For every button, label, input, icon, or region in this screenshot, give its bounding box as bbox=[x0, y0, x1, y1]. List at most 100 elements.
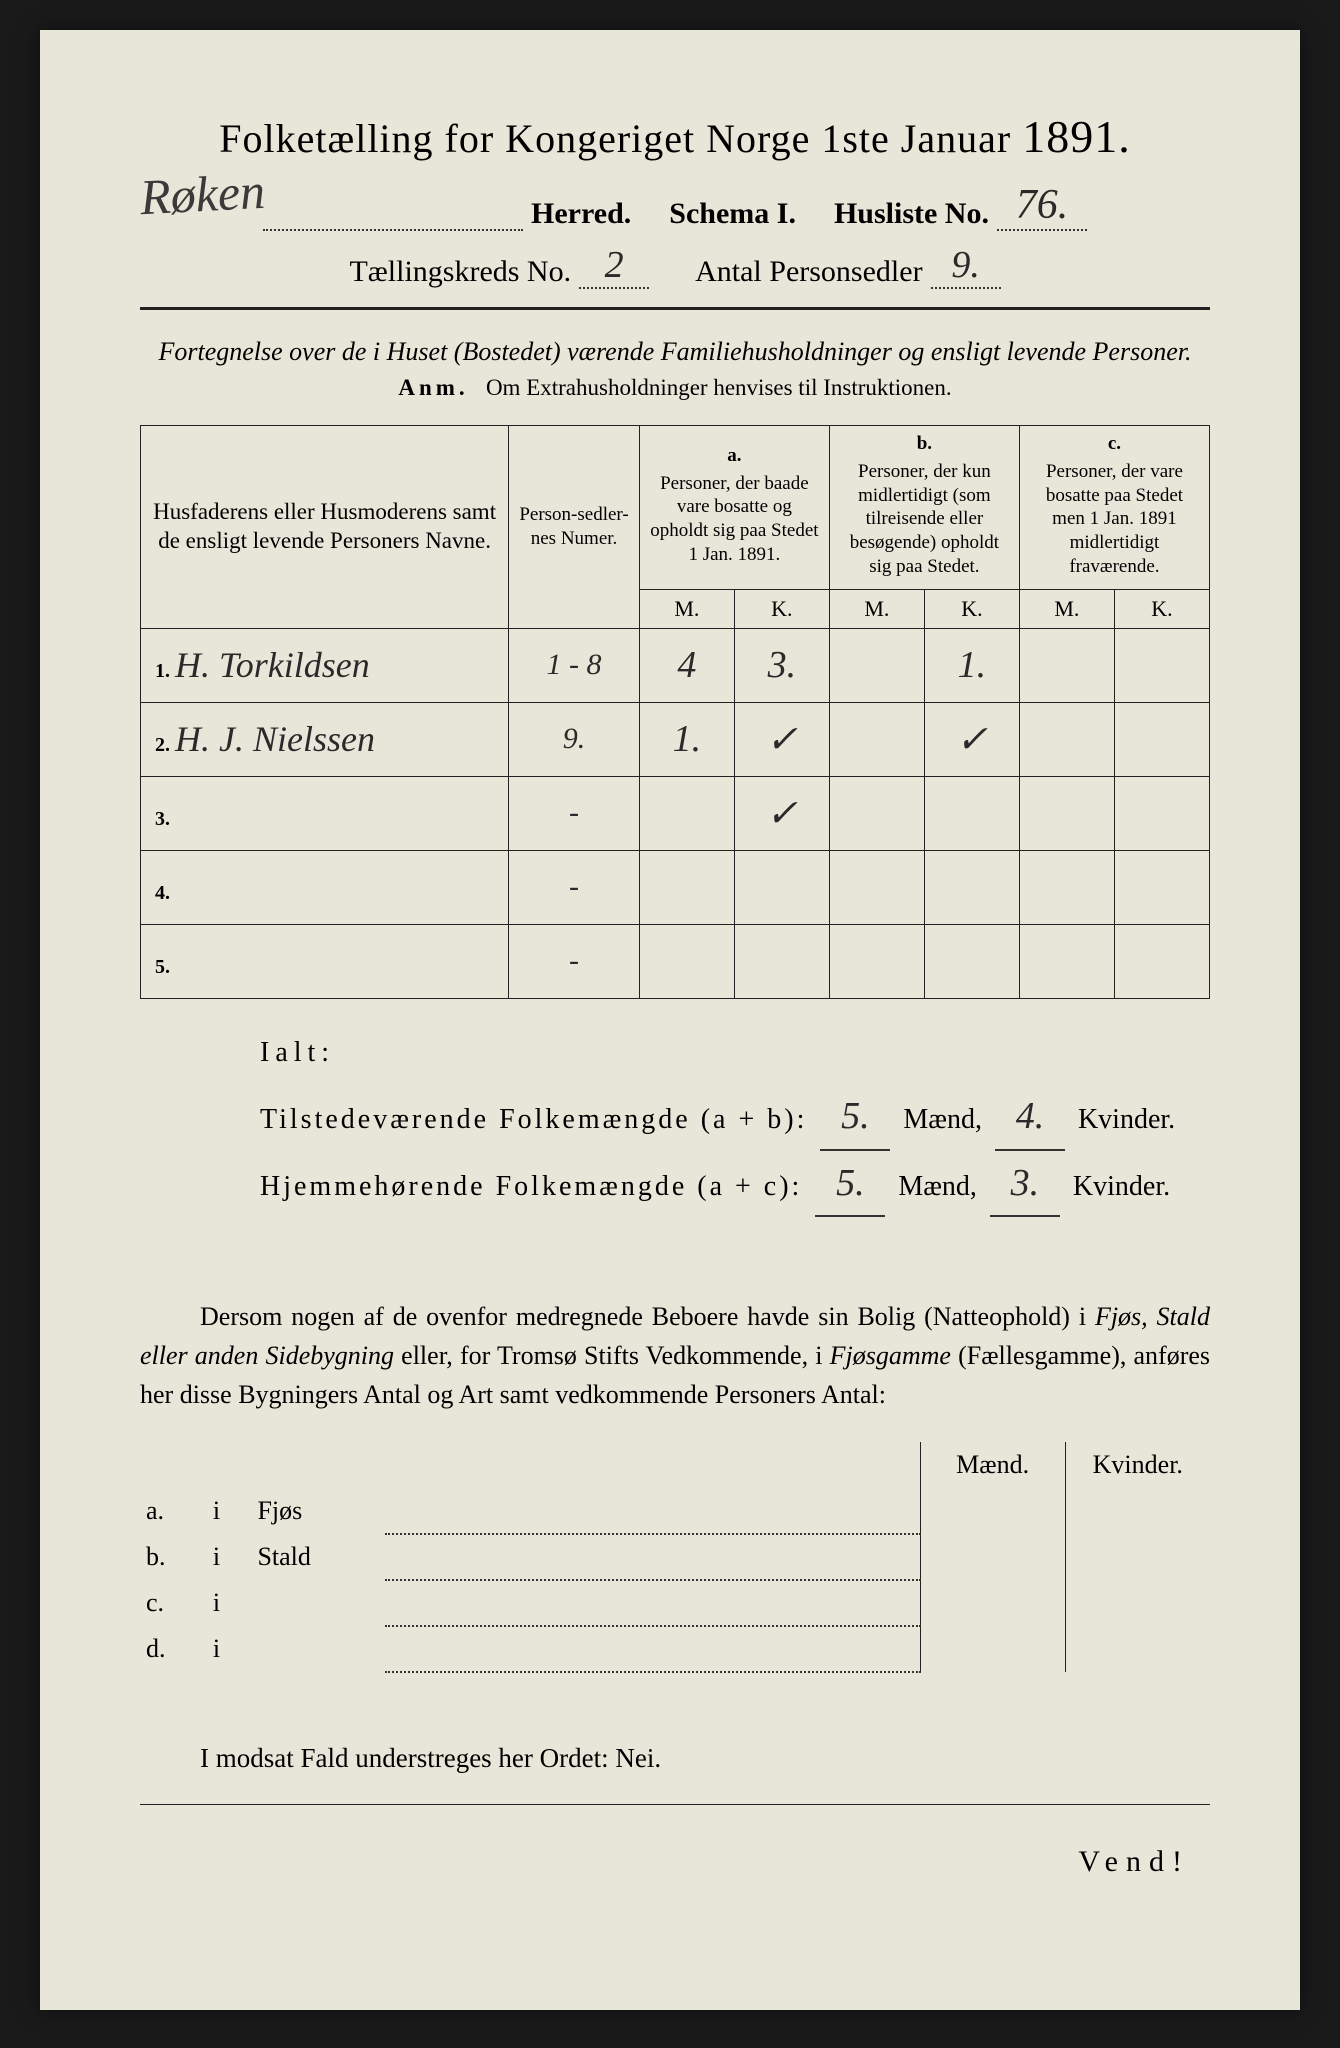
side-building-para: Dersom nogen af de ovenfor medregnede Be… bbox=[140, 1297, 1210, 1414]
side-dots bbox=[385, 1488, 920, 1534]
row-aM: 1. bbox=[639, 702, 734, 776]
row-num: - bbox=[509, 924, 640, 998]
side-kvinder-hdr: Kvinder. bbox=[1065, 1442, 1210, 1488]
side-k bbox=[1065, 1488, 1210, 1534]
row-bM bbox=[829, 850, 924, 924]
side-row: d.i bbox=[140, 1626, 1210, 1672]
side-a: b. bbox=[140, 1534, 207, 1580]
th-a-m: M. bbox=[639, 589, 734, 628]
hjemme-label: Hjemmehørende Folkemængde (a + c): bbox=[260, 1171, 802, 1202]
row-bK bbox=[924, 776, 1019, 850]
th-c: c. Personer, der vare bosatte paa Stedet… bbox=[1019, 426, 1209, 590]
maend-1: Mænd, bbox=[903, 1104, 982, 1135]
side-maend-hdr: Mænd. bbox=[920, 1442, 1065, 1488]
row-cM bbox=[1019, 776, 1114, 850]
divider bbox=[140, 307, 1210, 310]
row-cM bbox=[1019, 702, 1114, 776]
row-bK: ✓ bbox=[924, 702, 1019, 776]
totals-block: Ialt: Tilstedeværende Folkemængde (a + b… bbox=[140, 1029, 1210, 1218]
row-aK: ✓ bbox=[734, 702, 829, 776]
th-a-k: K. bbox=[734, 589, 829, 628]
side-a: c. bbox=[140, 1580, 207, 1626]
th-a-text: Personer, der baade vare bosatte og opho… bbox=[644, 468, 825, 571]
th-b: b. Personer, der kun midlertidigt (som t… bbox=[829, 426, 1019, 590]
row-aM bbox=[639, 776, 734, 850]
header-row-2: Tællingskreds No. 2 Antal Personsedler 9… bbox=[140, 243, 1210, 289]
row-cM bbox=[1019, 850, 1114, 924]
side-label bbox=[251, 1580, 385, 1626]
row-name: 1. H. Torkildsen bbox=[141, 628, 509, 702]
main-table: Husfaderens eller Husmoderens samt de en… bbox=[140, 425, 1210, 999]
th-b-text: Personer, der kun midlertidigt (som tilr… bbox=[834, 456, 1015, 583]
vend-label: Vend! bbox=[140, 1845, 1210, 1879]
side-dots bbox=[385, 1534, 920, 1580]
table-row: 4. - bbox=[141, 850, 1210, 924]
side-row: b.iStald bbox=[140, 1534, 1210, 1580]
row-num: - bbox=[509, 776, 640, 850]
schema-label: Schema I. bbox=[669, 197, 796, 231]
side-k bbox=[1065, 1626, 1210, 1672]
antal-label: Antal Personsedler bbox=[695, 255, 922, 289]
row-aK bbox=[734, 850, 829, 924]
th-b-label: b. bbox=[834, 432, 1015, 456]
kreds-label: Tællingskreds No. bbox=[349, 255, 571, 289]
th-a-label: a. bbox=[644, 444, 825, 468]
row-bK bbox=[924, 924, 1019, 998]
tilstede-label: Tilstedeværende Folkemængde (a + b): bbox=[260, 1104, 807, 1135]
side-k bbox=[1065, 1534, 1210, 1580]
side-i: i bbox=[207, 1626, 252, 1672]
tilstede-k: 4. bbox=[995, 1084, 1065, 1151]
table-row: 5. - bbox=[141, 924, 1210, 998]
row-bM bbox=[829, 924, 924, 998]
side-dots bbox=[385, 1580, 920, 1626]
hjemme-row: Hjemmehørende Folkemængde (a + c): 5. Mæ… bbox=[260, 1151, 1210, 1218]
th-c-text: Personer, der vare bosatte paa Stedet me… bbox=[1024, 456, 1205, 583]
th-b-k: K. bbox=[924, 589, 1019, 628]
tilstede-row: Tilstedeværende Folkemængde (a + b): 5. … bbox=[260, 1084, 1210, 1151]
th-b-m: M. bbox=[829, 589, 924, 628]
row-aM bbox=[639, 924, 734, 998]
row-cK bbox=[1114, 776, 1209, 850]
row-name: 3. bbox=[141, 776, 509, 850]
herred-label: Herred. bbox=[531, 197, 631, 231]
side-row: a.iFjøs bbox=[140, 1488, 1210, 1534]
maend-2: Mænd, bbox=[898, 1171, 977, 1202]
side-label: Fjøs bbox=[251, 1488, 385, 1534]
row-name: 2. H. J. Nielssen bbox=[141, 702, 509, 776]
census-form-paper: Røken Folketælling for Kongeriget Norge … bbox=[40, 30, 1300, 2010]
row-bK bbox=[924, 850, 1019, 924]
side-a: a. bbox=[140, 1488, 207, 1534]
row-aK: 3. bbox=[734, 628, 829, 702]
row-cK bbox=[1114, 628, 1209, 702]
side-a: d. bbox=[140, 1626, 207, 1672]
kvinder-2: Kvinder. bbox=[1073, 1171, 1170, 1202]
page-title: Folketælling for Kongeriget Norge 1ste J… bbox=[140, 110, 1210, 163]
th-c-label: c. bbox=[1024, 432, 1205, 456]
row-aK: ✓ bbox=[734, 776, 829, 850]
row-cM bbox=[1019, 924, 1114, 998]
row-bM bbox=[829, 628, 924, 702]
kvinder-1: Kvinder. bbox=[1078, 1104, 1175, 1135]
row-num: - bbox=[509, 850, 640, 924]
side-i: i bbox=[207, 1580, 252, 1626]
th-a: a. Personer, der baade vare bosatte og o… bbox=[639, 426, 829, 590]
row-name: 5. bbox=[141, 924, 509, 998]
row-name: 4. bbox=[141, 850, 509, 924]
th-c-k: K. bbox=[1114, 589, 1209, 628]
row-cK bbox=[1114, 924, 1209, 998]
hjemme-m: 5. bbox=[815, 1151, 885, 1218]
anm-label: Anm. bbox=[398, 375, 468, 400]
side-i: i bbox=[207, 1488, 252, 1534]
antal-value: 9. bbox=[931, 243, 1001, 289]
kreds-value: 2 bbox=[579, 243, 649, 289]
side-m bbox=[920, 1580, 1065, 1626]
modsat-line: I modsat Fald understreges her Ordet: Ne… bbox=[140, 1743, 1210, 1774]
table-row: 2. H. J. Nielssen9.1.✓✓ bbox=[141, 702, 1210, 776]
para-t2: eller, for Tromsø Stifts Vedkommende, i bbox=[394, 1341, 830, 1370]
fortegnelse-text: Fortegnelse over de i Huset (Bostedet) v… bbox=[140, 334, 1210, 369]
side-m bbox=[920, 1534, 1065, 1580]
table-row: 1. H. Torkildsen1 - 843.1. bbox=[141, 628, 1210, 702]
bottom-rule bbox=[140, 1804, 1210, 1805]
side-row: c.i bbox=[140, 1580, 1210, 1626]
husliste-label: Husliste No. bbox=[834, 197, 989, 231]
